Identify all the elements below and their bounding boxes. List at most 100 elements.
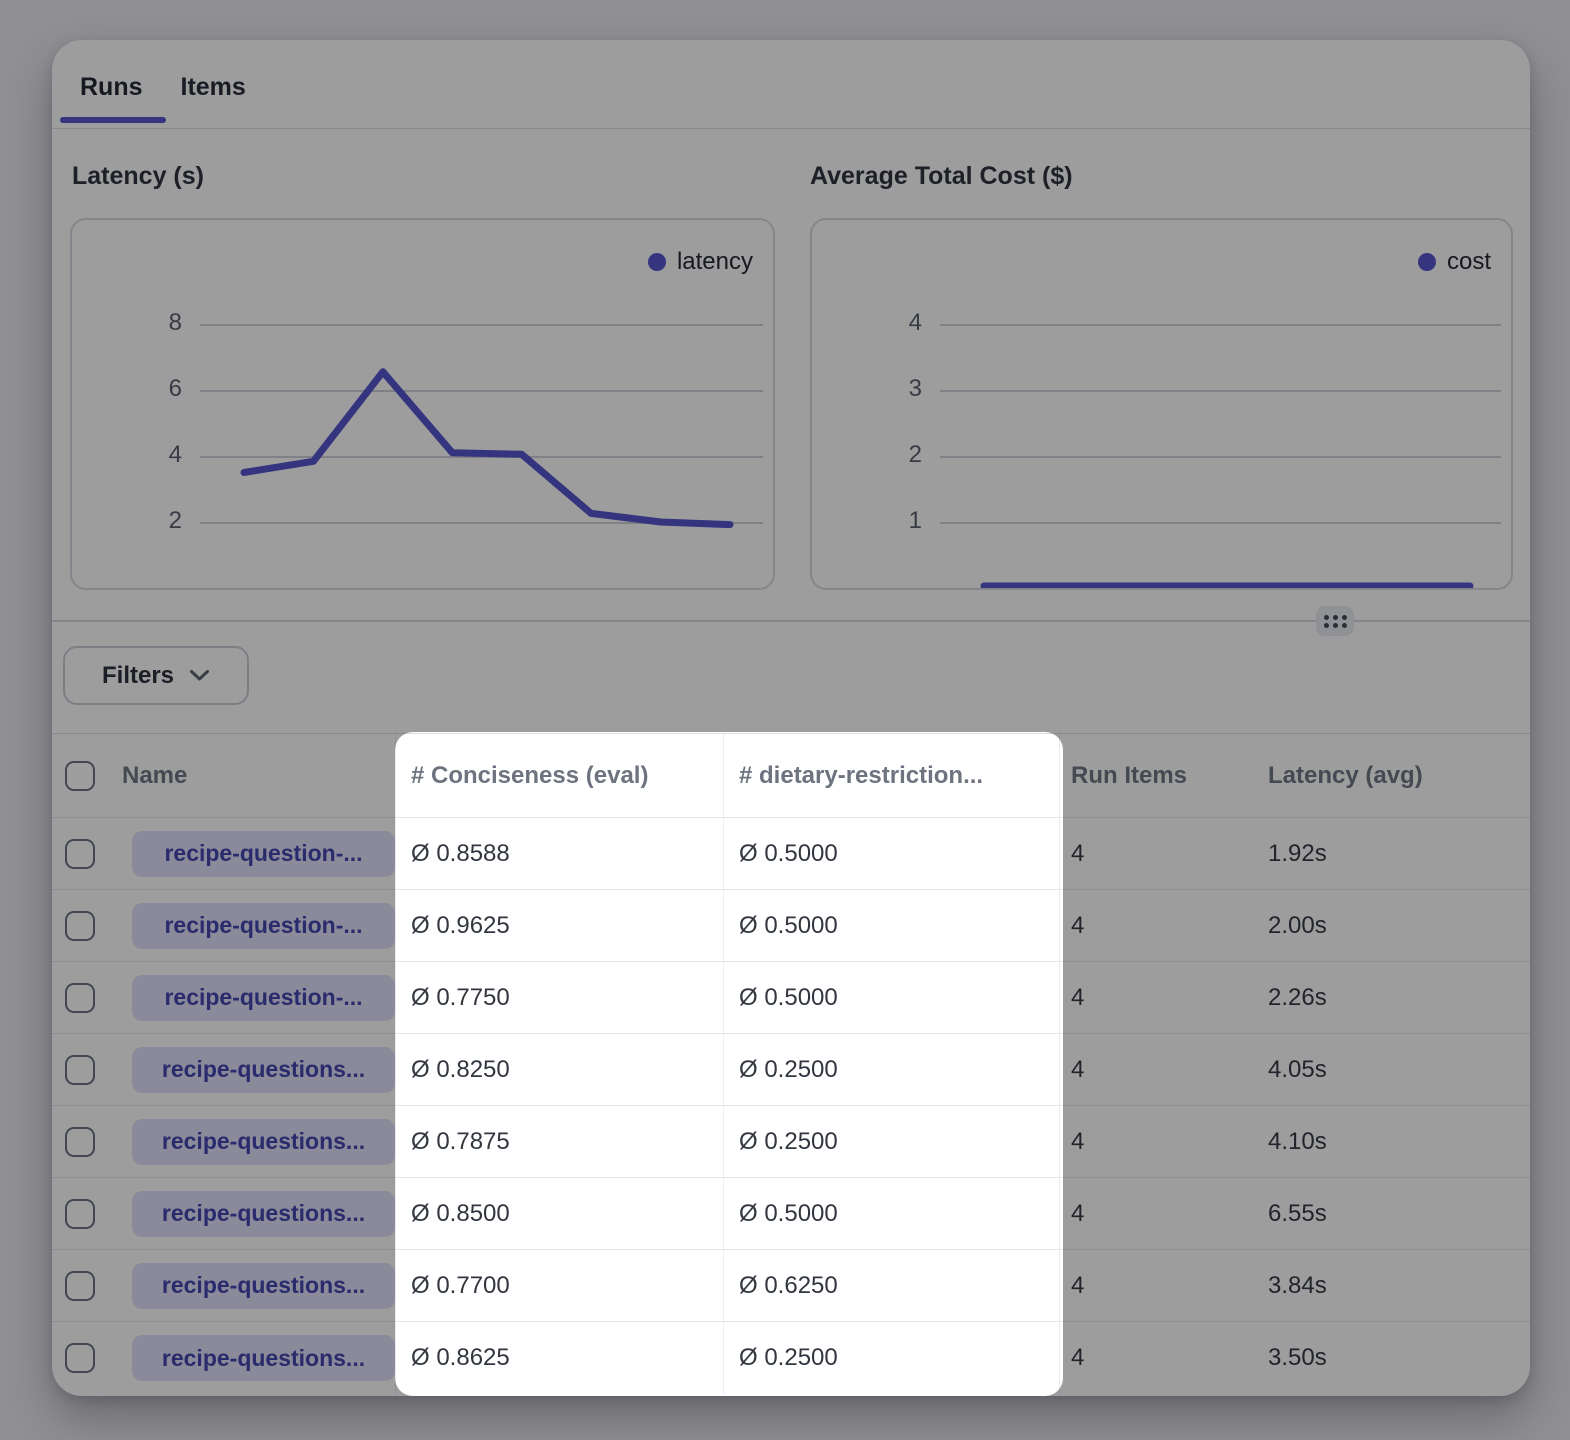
table-row: recipe-questions... Ø 0.8625 Ø 0.2500 4 … <box>52 1322 1530 1394</box>
run-items-cell: 4 <box>1060 1034 1232 1105</box>
run-name-cell: recipe-questions... <box>112 1250 395 1321</box>
table-row: recipe-question-... Ø 0.7750 Ø 0.5000 4 … <box>52 962 1530 1034</box>
run-name-cell: recipe-question-... <box>112 890 395 961</box>
table-body: recipe-question-... Ø 0.8588 Ø 0.5000 4 … <box>52 818 1530 1394</box>
table-header-row: Name # Conciseness (eval) # dietary-rest… <box>52 734 1530 818</box>
row-checkbox-cell <box>52 1322 112 1394</box>
run-name-badge[interactable]: recipe-question-... <box>132 903 395 949</box>
active-tab-indicator <box>60 117 166 123</box>
section-resize-divider <box>52 620 1530 622</box>
tab-runs[interactable]: Runs <box>80 73 143 102</box>
row-checkbox-cell <box>52 1034 112 1105</box>
run-name-cell: recipe-questions... <box>112 1106 395 1177</box>
table-row: recipe-questions... Ø 0.8250 Ø 0.2500 4 … <box>52 1034 1530 1106</box>
column-header-name: Name <box>112 734 395 817</box>
dietary-restriction-score-cell: Ø 0.5000 <box>723 890 1060 961</box>
row-checkbox[interactable] <box>65 911 95 941</box>
run-name-badge[interactable]: recipe-questions... <box>132 1263 395 1309</box>
dietary-restriction-score-cell: Ø 0.6250 <box>723 1250 1060 1321</box>
row-checkbox-cell <box>52 1178 112 1249</box>
conciseness-score-cell: Ø 0.7875 <box>395 1106 723 1177</box>
latency-avg-cell: 3.50s <box>1232 1322 1530 1394</box>
row-checkbox-cell <box>52 1250 112 1321</box>
row-checkbox[interactable] <box>65 1127 95 1157</box>
latency-avg-cell: 3.84s <box>1232 1250 1530 1321</box>
conciseness-score-cell: Ø 0.9625 <box>395 890 723 961</box>
conciseness-score-cell: Ø 0.7750 <box>395 962 723 1033</box>
table-row: recipe-questions... Ø 0.8500 Ø 0.5000 4 … <box>52 1178 1530 1250</box>
conciseness-score-cell: Ø 0.8625 <box>395 1322 723 1394</box>
run-name-cell: recipe-question-... <box>112 962 395 1033</box>
latency-avg-cell: 4.10s <box>1232 1106 1530 1177</box>
row-checkbox-cell <box>52 962 112 1033</box>
run-name-badge[interactable]: recipe-questions... <box>132 1047 395 1093</box>
tab-items[interactable]: Items <box>181 73 246 102</box>
latency-avg-cell: 1.92s <box>1232 818 1530 889</box>
column-header-latency-avg: Latency (avg) <box>1232 734 1530 817</box>
latency-chart-title: Latency (s) <box>72 162 204 191</box>
chevron-down-icon <box>189 669 210 682</box>
column-header-conciseness: # Conciseness (eval) <box>395 734 723 817</box>
page: Runs Items Latency (s) Average Total Cos… <box>0 0 1570 1440</box>
row-checkbox[interactable] <box>65 1199 95 1229</box>
dietary-restriction-score-cell: Ø 0.2500 <box>723 1034 1060 1105</box>
conciseness-score-cell: Ø 0.8588 <box>395 818 723 889</box>
dietary-restriction-score-cell: Ø 0.2500 <box>723 1322 1060 1394</box>
run-name-cell: recipe-questions... <box>112 1322 395 1394</box>
cost-chart: cost 1234 <box>810 218 1513 590</box>
table-row: recipe-question-... Ø 0.8588 Ø 0.5000 4 … <box>52 818 1530 890</box>
cost-chart-title: Average Total Cost ($) <box>810 162 1073 191</box>
runs-table: Name # Conciseness (eval) # dietary-rest… <box>52 733 1530 1396</box>
run-items-cell: 4 <box>1060 1106 1232 1177</box>
run-items-cell: 4 <box>1060 890 1232 961</box>
run-name-cell: recipe-questions... <box>112 1178 395 1249</box>
filters-button-label: Filters <box>102 662 174 690</box>
column-header-run-items: Run Items <box>1060 734 1232 817</box>
latency-avg-cell: 2.00s <box>1232 890 1530 961</box>
table-row: recipe-question-... Ø 0.9625 Ø 0.5000 4 … <box>52 890 1530 962</box>
run-name-cell: recipe-question-... <box>112 818 395 889</box>
conciseness-score-cell: Ø 0.7700 <box>395 1250 723 1321</box>
row-checkbox[interactable] <box>65 839 95 869</box>
row-checkbox[interactable] <box>65 1271 95 1301</box>
run-name-badge[interactable]: recipe-question-... <box>132 975 395 1021</box>
row-checkbox-cell <box>52 818 112 889</box>
row-checkbox[interactable] <box>65 983 95 1013</box>
dietary-restriction-score-cell: Ø 0.5000 <box>723 818 1060 889</box>
row-checkbox-cell <box>52 1106 112 1177</box>
header-checkbox-cell <box>52 734 112 817</box>
tabs-divider <box>52 128 1530 129</box>
runs-panel: Runs Items Latency (s) Average Total Cos… <box>52 40 1530 1396</box>
row-checkbox[interactable] <box>65 1343 95 1373</box>
drag-handle-icon[interactable] <box>1316 606 1354 636</box>
tab-bar: Runs Items <box>80 73 246 102</box>
run-items-cell: 4 <box>1060 1250 1232 1321</box>
run-items-cell: 4 <box>1060 1178 1232 1249</box>
cost-series-line <box>812 220 1511 588</box>
latency-avg-cell: 6.55s <box>1232 1178 1530 1249</box>
dietary-restriction-score-cell: Ø 0.5000 <box>723 1178 1060 1249</box>
run-name-cell: recipe-questions... <box>112 1034 395 1105</box>
run-items-cell: 4 <box>1060 962 1232 1033</box>
latency-series-line <box>72 220 773 588</box>
row-checkbox-cell <box>52 890 112 961</box>
latency-avg-cell: 4.05s <box>1232 1034 1530 1105</box>
run-name-badge[interactable]: recipe-question-... <box>132 831 395 877</box>
run-items-cell: 4 <box>1060 1322 1232 1394</box>
dietary-restriction-score-cell: Ø 0.2500 <box>723 1106 1060 1177</box>
select-all-checkbox[interactable] <box>65 761 95 791</box>
run-name-badge[interactable]: recipe-questions... <box>132 1335 395 1381</box>
filters-button[interactable]: Filters <box>63 646 249 705</box>
column-header-dietary-restriction: # dietary-restriction... <box>723 734 1060 817</box>
latency-chart: latency 2468 <box>70 218 775 590</box>
latency-avg-cell: 2.26s <box>1232 962 1530 1033</box>
run-items-cell: 4 <box>1060 818 1232 889</box>
run-name-badge[interactable]: recipe-questions... <box>132 1119 395 1165</box>
conciseness-score-cell: Ø 0.8500 <box>395 1178 723 1249</box>
table-row: recipe-questions... Ø 0.7700 Ø 0.6250 4 … <box>52 1250 1530 1322</box>
table-row: recipe-questions... Ø 0.7875 Ø 0.2500 4 … <box>52 1106 1530 1178</box>
conciseness-score-cell: Ø 0.8250 <box>395 1034 723 1105</box>
dietary-restriction-score-cell: Ø 0.5000 <box>723 962 1060 1033</box>
run-name-badge[interactable]: recipe-questions... <box>132 1191 395 1237</box>
row-checkbox[interactable] <box>65 1055 95 1085</box>
